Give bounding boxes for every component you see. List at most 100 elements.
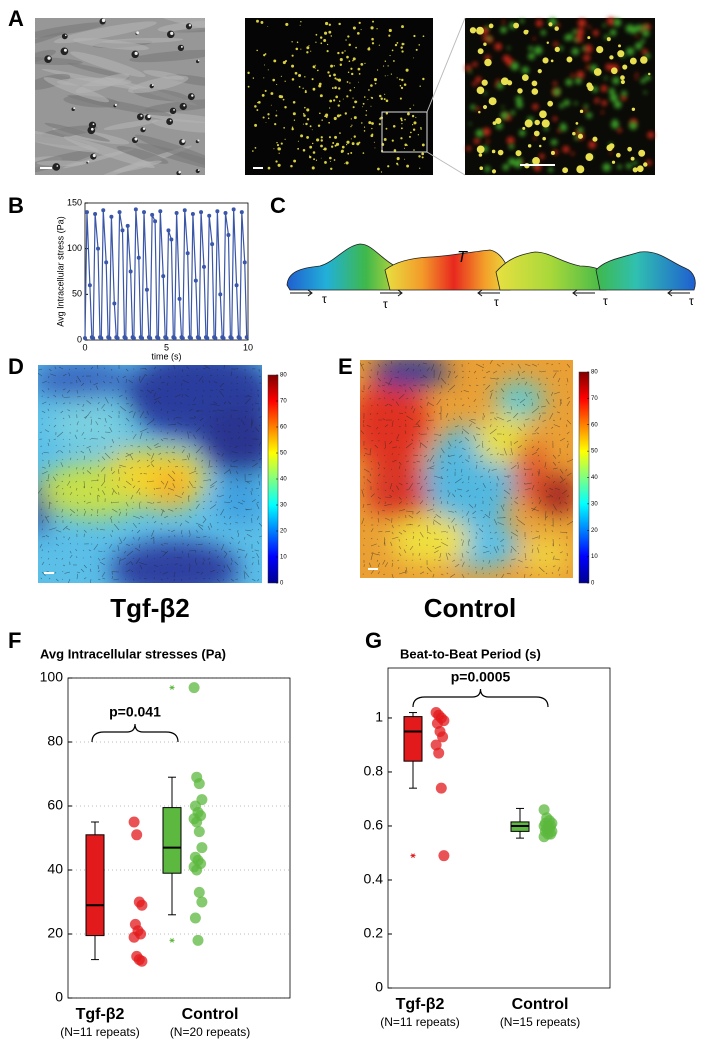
- data-point: [177, 296, 182, 301]
- data-point: [153, 219, 158, 224]
- data-point: [205, 336, 210, 341]
- data-point: [185, 251, 190, 256]
- field-blob: [515, 435, 545, 505]
- data-point: [221, 336, 226, 341]
- plot-frame: [387, 667, 611, 989]
- quiver: [38, 365, 262, 583]
- cell: [595, 251, 696, 291]
- texture: [465, 17, 655, 174]
- data-point: [197, 336, 202, 341]
- panel-label: E: [338, 354, 353, 379]
- chart-title: Beat-to-Beat Period (s): [400, 646, 541, 661]
- stress-map: [360, 360, 573, 578]
- field-blob: [200, 405, 262, 475]
- y-tick-label: 0.6: [364, 817, 384, 833]
- data-point: [120, 228, 125, 233]
- colorbar-tick-label: 50: [591, 449, 598, 455]
- field-blob: [215, 475, 262, 525]
- data-point: [131, 829, 143, 841]
- colorbar-tick-label: 30: [280, 503, 287, 509]
- significance-brace: [91, 723, 179, 743]
- annotation: p=0.041: [109, 704, 161, 720]
- streak: [35, 126, 99, 153]
- field-blob: [520, 535, 570, 575]
- map-field: [360, 360, 573, 575]
- data-point: [123, 336, 128, 341]
- colorbar-tick-label: 0: [591, 581, 595, 587]
- data-point: [435, 782, 447, 794]
- data-point: [144, 287, 149, 292]
- category-sublabel: (N=15 repeats): [500, 1015, 580, 1029]
- data-point: [83, 336, 87, 341]
- data-point: [104, 260, 109, 265]
- box: [162, 807, 182, 874]
- y-tick-label: 100: [40, 669, 64, 685]
- traction-arrows: [290, 289, 690, 297]
- data-point: [215, 209, 220, 214]
- streak: [128, 75, 189, 94]
- tension-label: T: [457, 249, 468, 266]
- colorbar-tick-label: 80: [280, 373, 287, 379]
- map-caption: Control: [424, 593, 516, 623]
- x-tick-label: 10: [243, 342, 253, 352]
- streak: [172, 27, 205, 33]
- streak: [67, 62, 130, 79]
- data-point: [161, 274, 166, 279]
- map-caption: Tgf-β2: [110, 593, 189, 623]
- colorbar-tick-label: 20: [280, 529, 287, 535]
- box: [85, 834, 105, 937]
- data-point: [193, 886, 205, 898]
- data-point: [438, 850, 450, 862]
- data-point: [538, 831, 550, 843]
- data-point: [191, 816, 203, 828]
- category-sublabel: (N=11 repeats): [380, 1015, 459, 1029]
- data-line: [84, 209, 248, 340]
- category-label: Control: [512, 996, 569, 1013]
- data-point: [140, 336, 145, 341]
- traction-label: τ: [689, 294, 694, 308]
- colorbar-tick-label: 60: [280, 425, 287, 431]
- data-point: [148, 336, 153, 341]
- y-axis-label: Avg Intracellular stress (Pa): [55, 216, 65, 326]
- streak: [56, 77, 132, 87]
- traction-label: τ: [494, 295, 499, 309]
- streak: [103, 119, 159, 130]
- y-tick-label: 0.8: [364, 763, 384, 779]
- data-point: [136, 899, 148, 911]
- outlier: [169, 685, 175, 690]
- annotation: p=0.0005: [451, 669, 511, 685]
- data-point: [101, 208, 106, 213]
- category-sublabel: (N=20 repeats): [170, 1025, 250, 1039]
- plot-frame: [67, 677, 291, 999]
- x-tick-label: 0: [82, 342, 87, 352]
- x-axis-label: time (s): [152, 351, 182, 361]
- map-field: [38, 365, 262, 583]
- data-point: [242, 260, 247, 265]
- field-blob: [495, 380, 545, 420]
- data-point: [107, 336, 112, 341]
- data-point: [207, 213, 212, 218]
- streak: [72, 38, 149, 51]
- data-point: [193, 826, 205, 838]
- data-point: [136, 255, 141, 260]
- streak: [129, 49, 205, 63]
- data-point: [193, 778, 205, 790]
- cell-diagram: [286, 243, 696, 291]
- cell: [384, 249, 511, 291]
- streak: [67, 94, 172, 117]
- panel-label: D: [8, 354, 24, 379]
- y-tick-label: 0.2: [364, 925, 384, 941]
- data-point: [128, 816, 140, 828]
- y-tick-label: 60: [47, 797, 63, 813]
- colorbar-tick-label: 0: [280, 581, 284, 587]
- y-tick-label: 1: [375, 709, 383, 725]
- outlier: [169, 938, 175, 943]
- data-point: [99, 336, 104, 341]
- traction-label: τ: [603, 294, 608, 308]
- streak: [157, 18, 205, 31]
- data-point: [131, 336, 136, 341]
- streak: [134, 134, 205, 172]
- data-point: [226, 232, 231, 237]
- data-point: [213, 336, 218, 341]
